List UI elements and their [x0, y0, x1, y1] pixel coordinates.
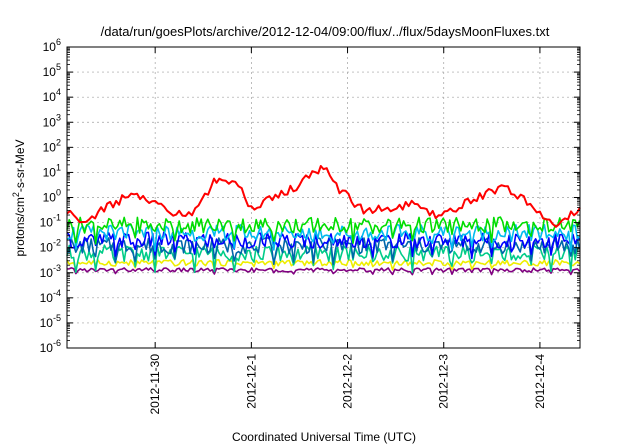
- series-line: [66, 267, 581, 276]
- x-axis: 2012-11-30 2012-12-1 2012-12-2 2012-12-3 201…: [148, 47, 547, 415]
- series-layer: [66, 165, 581, 276]
- x-tick-label: 2012-12-1: [244, 354, 258, 409]
- x-tick-label: 2012-12-3: [437, 354, 451, 409]
- x-tick-label: 2012-11-30: [148, 354, 162, 415]
- y-tick-label: 10-2: [40, 238, 61, 255]
- series-line: [66, 259, 581, 271]
- series-line: [66, 165, 581, 228]
- series-line: [66, 216, 581, 245]
- y-axis: 10-6 10-5 10-4 10-3 10-2 10-1 100 101 102 103 104 1…: [40, 37, 580, 355]
- y-tick-label: 106: [43, 37, 61, 54]
- y-tick-label: 10-3: [40, 263, 61, 280]
- series-line: [66, 223, 581, 253]
- series-line: [66, 236, 581, 266]
- x-tick-label: 2012-12-4: [533, 354, 547, 409]
- y-tick-label: 101: [43, 162, 61, 179]
- y-tick-label: 10-6: [40, 338, 61, 355]
- y-tick-label: 10-1: [40, 213, 61, 230]
- y-tick-label: 102: [43, 137, 61, 154]
- y-tick-label: 10-4: [40, 288, 61, 305]
- y-tick-label: 100: [43, 188, 61, 205]
- y-tick-label: 10-5: [40, 313, 61, 330]
- x-tick-label: 2012-12-2: [341, 354, 355, 409]
- y-tick-label: 104: [43, 87, 61, 104]
- y-axis-label: protons/cm2-s-sr-MeV: [11, 139, 27, 256]
- chart-title: /data/run/goesPlots/archive/2012-12-04/0…: [101, 24, 550, 39]
- x-axis-label: Coordinated Universal Time (UTC): [232, 430, 416, 444]
- y-tick-label: 105: [43, 62, 61, 79]
- y-tick-label: 103: [43, 112, 61, 129]
